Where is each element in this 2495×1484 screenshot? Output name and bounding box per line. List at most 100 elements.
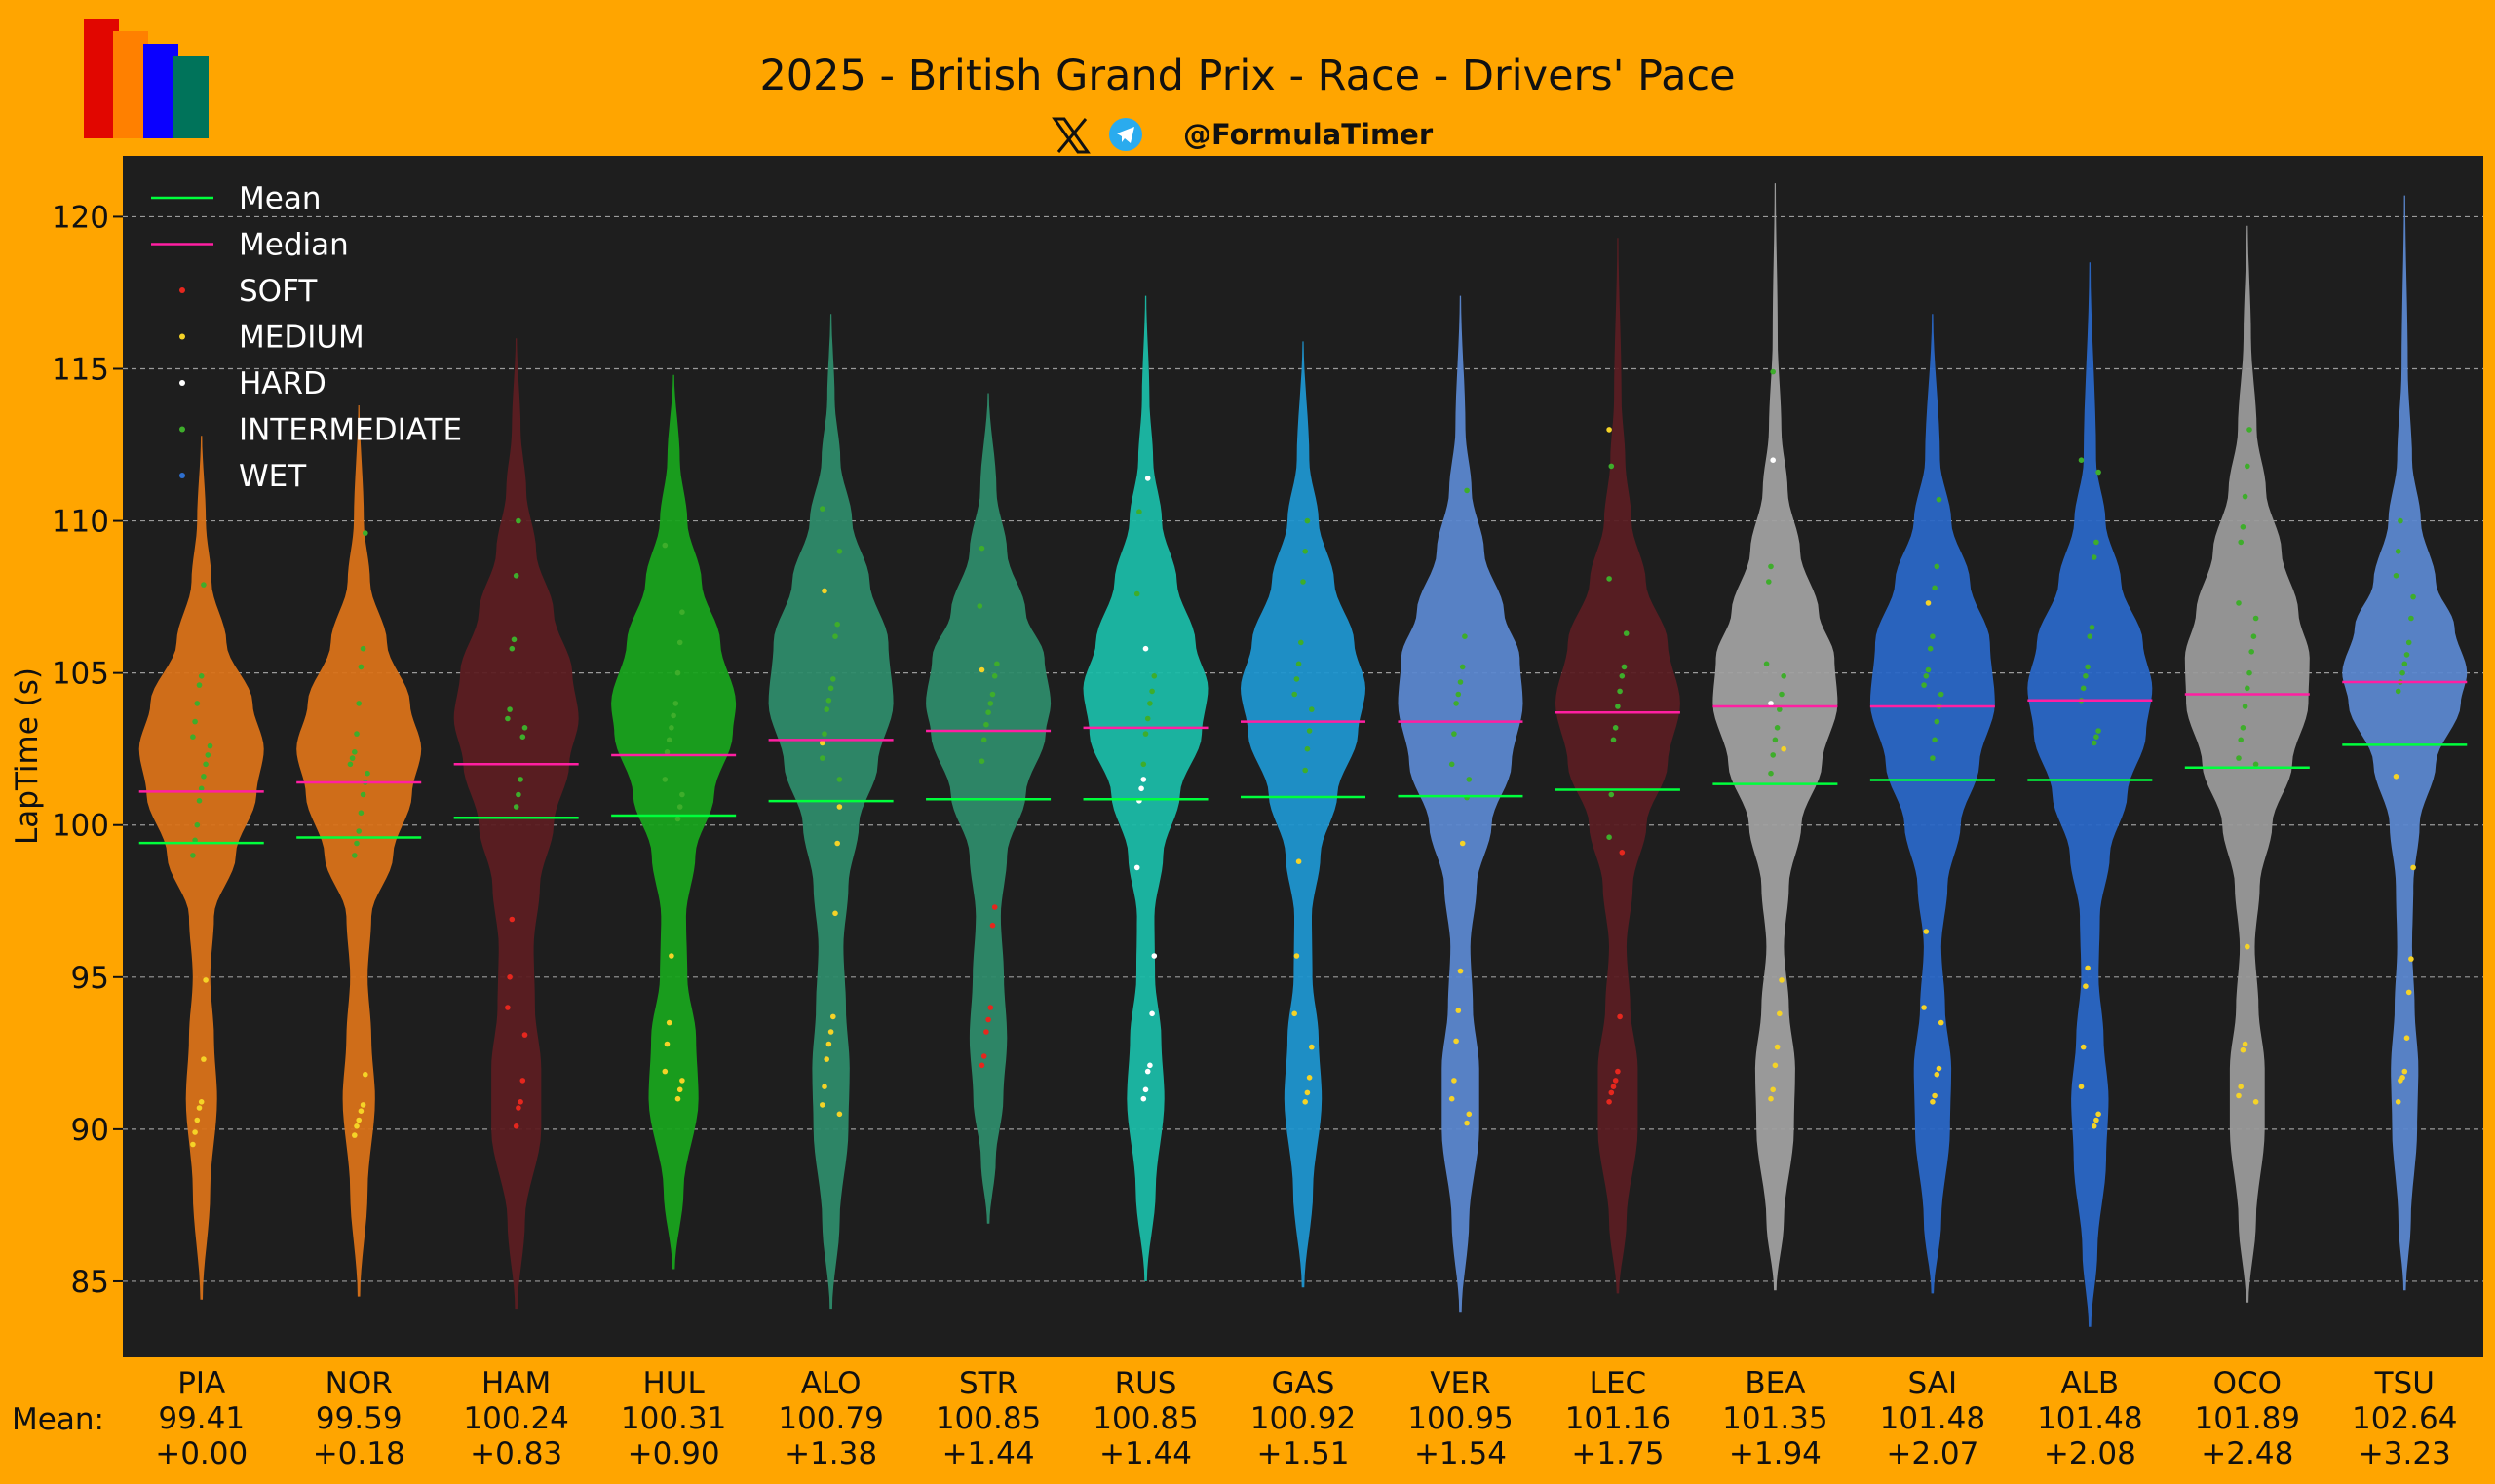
lap-point-medium [825,1041,832,1047]
lap-point-intermediate [349,755,356,761]
lap-point-medium [192,1129,198,1135]
lap-point-intermediate [820,506,825,512]
lap-point-intermediate [827,685,834,692]
lap-point-intermediate [1295,661,1302,667]
lap-point-intermediate [1302,767,1308,774]
violin-str [926,393,1052,1224]
legend-dot-swatch [179,426,185,433]
lap-point-intermediate [1606,576,1612,582]
lap-point-intermediate [2408,615,2414,622]
logo-bar-green [173,56,209,138]
lap-point-intermediate [2242,493,2248,500]
lap-point-soft [991,904,998,910]
lap-point-medium [1606,427,1612,433]
lap-point-intermediate [2246,669,2252,676]
lap-point-medium [1304,1089,1311,1096]
lap-point-intermediate [1934,563,1940,570]
mean-value-label: 101.35 [1722,1401,1827,1436]
lap-point-medium [1464,1120,1470,1126]
violin-tsu [2342,195,2468,1291]
lap-point-intermediate [2238,539,2244,546]
lap-point-intermediate [1936,496,1942,503]
lap-point-medium [1938,1019,1944,1026]
lap-point-intermediate [1466,777,1473,782]
lap-point-intermediate [979,758,985,764]
violin-bea [1712,183,1838,1291]
lap-point-medium [198,1099,205,1105]
lap-point-intermediate [2245,463,2250,470]
lap-point-intermediate [985,709,991,715]
violin-alb [2027,262,2153,1327]
lap-point-intermediate [1300,579,1306,585]
lap-point-intermediate [983,721,989,728]
lap-point-intermediate [358,810,365,816]
lap-point-intermediate [363,530,368,536]
lap-point-soft [505,1005,511,1010]
lap-point-soft [1606,1099,1612,1105]
lap-point-intermediate [507,706,513,712]
lap-point-intermediate [1763,661,1770,667]
lap-point-intermediate [1927,645,1934,652]
lap-point-intermediate [518,777,523,782]
x-tick-label: LEC [1590,1366,1647,1401]
lap-point-medium [1451,1078,1457,1084]
lap-point-medium [1781,745,1786,752]
y-tick-label: 90 [71,1113,109,1148]
lap-point-intermediate [519,734,526,740]
gap-label: +2.08 [2044,1436,2136,1471]
lap-point-intermediate [676,804,683,810]
lap-point-medium [356,1117,363,1123]
lap-point-medium [827,1029,834,1035]
lap-point-soft [983,1029,989,1035]
lap-point-intermediate [2252,761,2259,768]
lap-point-hard [1770,457,1776,464]
lap-point-soft [519,1078,526,1084]
lap-point-intermediate [192,718,198,725]
lap-point-intermediate [2091,740,2097,746]
lap-point-intermediate [2095,469,2101,476]
lap-point-medium [2410,864,2416,871]
lap-point-intermediate [1453,701,1459,706]
legend-dot-swatch [179,333,185,340]
lap-point-intermediate [513,573,519,579]
lap-point-hard [1142,1086,1149,1093]
gap-label: +1.75 [1571,1436,1664,1471]
lap-point-soft [1612,1078,1619,1084]
lap-point-intermediate [989,691,996,698]
lap-point-hard [1142,645,1149,652]
lap-point-intermediate [1770,752,1776,758]
mean-value-label: 101.48 [2037,1401,2142,1436]
lap-point-intermediate [2398,517,2403,524]
lap-point-medium [1459,840,1466,847]
lap-point-medium [836,1111,843,1118]
lap-point-intermediate [2245,685,2250,692]
lap-point-medium [1293,953,1300,959]
violin-gas [1241,341,1365,1288]
lap-point-medium [664,1041,671,1047]
lap-point-intermediate [2087,633,2093,639]
lap-point-intermediate [2080,685,2087,692]
y-tick-label: 85 [71,1265,109,1300]
lap-point-soft [979,1062,985,1069]
lap-point-medium [2393,774,2399,780]
lap-point-medium [1306,1075,1313,1081]
violin-nor [296,405,422,1297]
lap-point-intermediate [2410,593,2416,600]
lap-point-intermediate [1608,463,1615,470]
lap-point-medium [1770,1086,1776,1093]
lap-point-intermediate [194,701,201,706]
mean-value-label: 100.95 [1407,1401,1513,1436]
lap-point-intermediate [1781,673,1786,679]
lap-point-intermediate [2091,554,2097,560]
lap-point-intermediate [2093,734,2099,740]
y-tick-label: 115 [52,353,109,388]
lap-point-medium [1930,1099,1936,1105]
lap-point-hard [1133,864,1140,871]
lap-point-medium [201,1056,207,1062]
lap-point-intermediate [1777,706,1783,712]
gap-label: +1.54 [1414,1436,1507,1471]
lap-point-soft [985,1016,991,1023]
x-tick-label: RUS [1115,1366,1177,1401]
mean-median-lines [138,680,2468,845]
lap-point-intermediate [1291,691,1297,698]
